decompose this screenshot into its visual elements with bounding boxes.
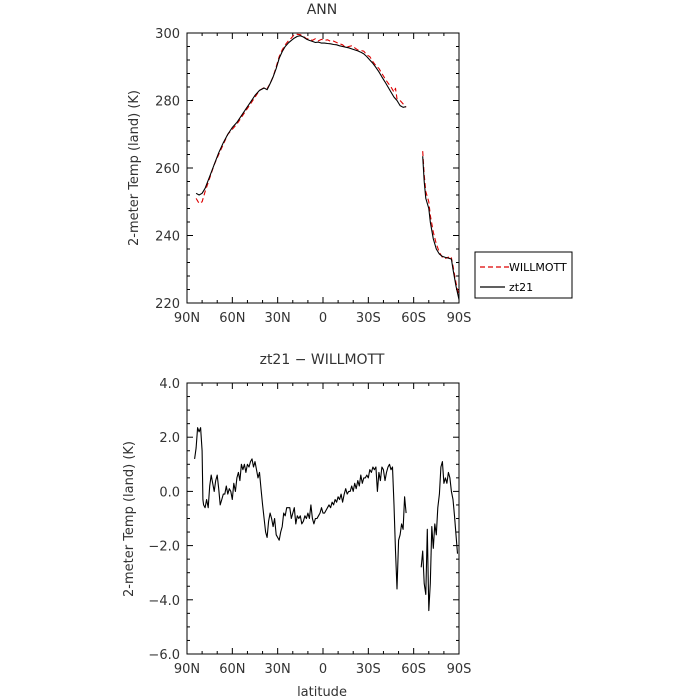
x-tick-label: 60S: [401, 311, 426, 326]
top-series-lines: [195, 33, 460, 300]
y-tick-label: 4.0: [159, 377, 180, 392]
y-tick-label: 240: [155, 230, 180, 245]
series-line-zt21: [422, 156, 460, 300]
series-line-zt21: [195, 35, 407, 196]
bottom-series-lines: [194, 427, 459, 612]
top-chart-title: ANN: [307, 2, 338, 18]
bottom-x-axis-label: latitude: [297, 685, 347, 700]
top-y-tick-labels: 220 240 260 280 300: [155, 27, 180, 312]
bottom-axis-ticks: [186, 382, 460, 655]
x-tick-label: 0: [319, 662, 327, 677]
x-tick-label: 0: [319, 311, 327, 326]
y-tick-label: 2.0: [159, 431, 180, 446]
series-line-zt21-willmott: [420, 461, 459, 612]
y-tick-label: 280: [155, 95, 180, 110]
bottom-x-tick-labels: 90N 60N 30N 0 30S 60S 90S: [174, 662, 472, 677]
y-tick-label: 220: [155, 297, 180, 312]
y-tick-label: −2.0: [148, 540, 180, 555]
bottom-chart-title: zt21 − WILLMOTT: [260, 352, 385, 368]
x-tick-label: 90N: [174, 311, 200, 326]
top-plot-frame: [186, 32, 460, 304]
x-tick-label: 90N: [174, 662, 200, 677]
top-x-tick-labels: 90N 60N 30N 0 30S 60S 90S: [174, 311, 472, 326]
x-tick-label: 90S: [447, 311, 472, 326]
x-tick-label: 60N: [219, 311, 245, 326]
panel-bottom-difference: zt21 − WILLMOTT 2-meter Temp (land) (K) …: [122, 352, 471, 700]
bottom-y-tick-labels: −6.0 −4.0 −2.0 0.0 2.0 4.0: [148, 377, 180, 663]
series-line-zt21-willmott: [194, 427, 407, 590]
x-tick-label: 30N: [265, 311, 291, 326]
x-tick-label: 30S: [356, 662, 381, 677]
top-y-axis-label: 2-meter Temp (land) (K): [127, 90, 142, 246]
y-tick-label: 300: [155, 27, 180, 42]
x-tick-label: 30S: [356, 311, 381, 326]
legend-label-zt21: zt21: [509, 281, 533, 294]
x-tick-label: 30N: [265, 662, 291, 677]
y-tick-label: 260: [155, 162, 180, 177]
legend-label-willmott: WILLMOTT: [509, 261, 567, 274]
x-tick-label: 60N: [219, 662, 245, 677]
x-tick-label: 90S: [447, 662, 472, 677]
y-tick-label: 0.0: [159, 485, 180, 500]
panel-top-temperature: ANN 2-meter Temp (land) (K) 90N 60N 30N 0 30…: [127, 2, 471, 326]
y-tick-label: −4.0: [148, 594, 180, 609]
y-tick-label: −6.0: [148, 648, 180, 663]
top-axis-ticks: [186, 32, 460, 304]
x-tick-label: 60S: [401, 662, 426, 677]
bottom-y-axis-label: 2-meter Temp (land) (K): [122, 441, 137, 597]
legend: WILLMOTT zt21: [474, 251, 573, 299]
series-line-willmott: [195, 33, 407, 204]
legend-box: [474, 251, 573, 299]
bottom-plot-frame: [186, 382, 460, 655]
